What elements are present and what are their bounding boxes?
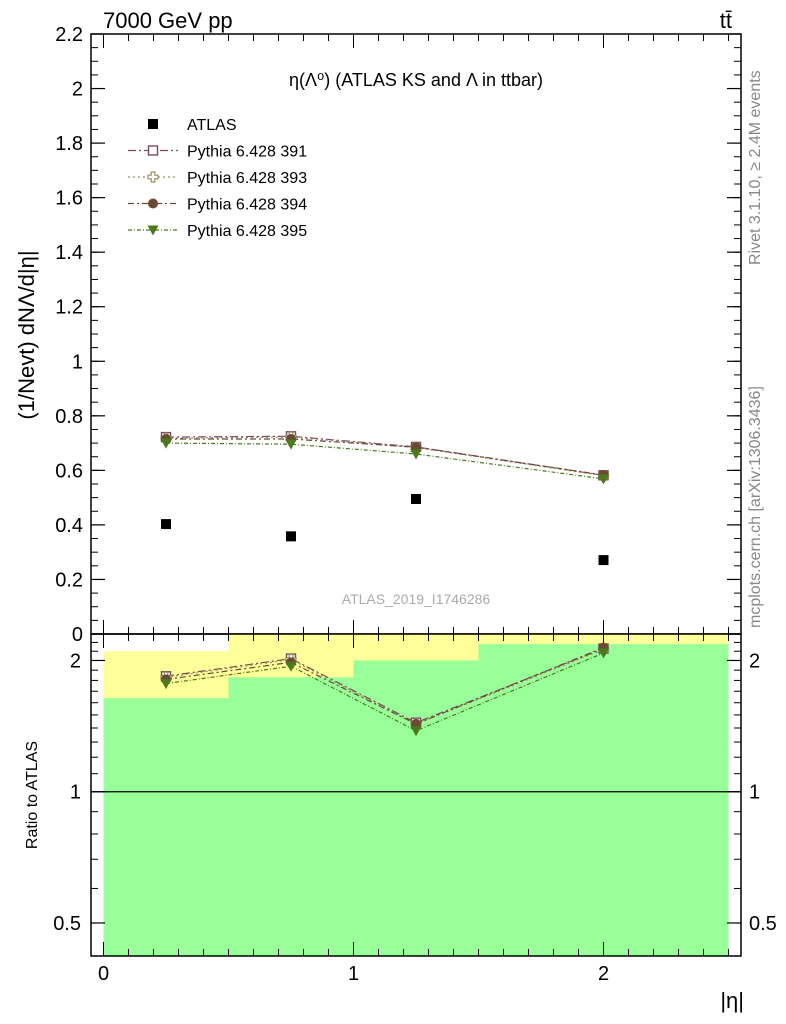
ratio-data-point [285, 661, 297, 672]
ratio-series-line [165, 648, 604, 725]
series-pythia-6-428-394 [161, 434, 609, 480]
main-y-tick-label: 2 [72, 79, 83, 101]
legend-label: Pythia 6.428 394 [187, 197, 307, 214]
green-band [353, 660, 479, 956]
main-y-tick-label: 0.6 [55, 460, 83, 482]
main-y-tick-label: 0.2 [55, 569, 83, 591]
ratio-series-pythia-6-428-395 [160, 648, 609, 737]
legend-marker [147, 145, 159, 156]
main-y-ticks: 0 0.2 0.4 0.6 0.8 1 1.2 1.4 1.6 1.8 2 2.2 [55, 24, 741, 646]
ratio-y-tick-label-right: 2 [749, 650, 760, 672]
data-point [598, 474, 609, 485]
series-pythia-6-428-391 [160, 431, 609, 481]
ratio-y-ticks: 0.5 0.5 1 1 2 2 [53, 641, 777, 935]
ratio-y-axis-label: Ratio to ATLAS [24, 741, 41, 849]
legend-marker [147, 225, 159, 236]
main-series [160, 431, 610, 566]
data-point [411, 494, 421, 504]
main-y-tick-label: 1 [72, 351, 83, 373]
main-y-axis-label: (1/Nevt) dNΛ/d|η| [14, 250, 39, 419]
data-point [410, 449, 422, 460]
legend-label: Pythia 6.428 395 [187, 223, 307, 240]
legend-marker [148, 119, 158, 129]
green-band [103, 698, 229, 956]
main-y-tick-label: 0.8 [55, 406, 83, 428]
rivet-label: Rivet 3.1.10, ≥ 2.4M events [747, 70, 764, 265]
x-tick-label: 0 [98, 963, 109, 985]
header-left-label: 7000 GeV pp [103, 8, 233, 33]
data-point [161, 519, 171, 530]
series-pythia-6-428-395 [160, 438, 609, 485]
legend: ATLAS Pythia 6.428 391 Pythia 6.428 393 Pyt… [128, 117, 307, 240]
legend-label: ATLAS [187, 117, 237, 134]
main-y-tick-label: 0 [72, 624, 83, 646]
ratio-series-line [165, 647, 604, 725]
ratio-uncertainty-bands [103, 634, 729, 956]
ratio-data-point [410, 726, 422, 737]
series-line [166, 438, 604, 476]
main-y-tick-label: 1.2 [55, 297, 83, 319]
ratio-x-ticks: 0 1 2 [98, 634, 729, 985]
main-x-ticks [103, 34, 729, 634]
legend-marker [148, 198, 158, 209]
ratio-y-tick-label-right: 1 [749, 782, 760, 804]
main-y-tick-label: 1.6 [55, 188, 83, 210]
ratio-data-point [160, 679, 172, 690]
data-point [286, 531, 296, 542]
series-line [165, 436, 604, 477]
green-band [228, 677, 354, 956]
ratio-y-tick-label-right: 0.5 [749, 913, 777, 935]
main-y-tick-label: 0.4 [55, 515, 83, 537]
series-line [165, 442, 604, 480]
main-y-tick-label: 1.4 [55, 242, 83, 264]
ratio-series [160, 642, 610, 737]
legend-marker [147, 171, 159, 183]
ratio-y-tick-label: 1 [70, 782, 81, 804]
data-point [285, 439, 297, 450]
analysis-watermark: ATLAS_2019_I1746286 [342, 591, 491, 607]
data-point [598, 555, 609, 566]
ratio-series-line [165, 647, 604, 724]
series-atlas [161, 494, 609, 566]
main-y-tick-label: 1.8 [55, 133, 83, 155]
mcplots-label: mcplots.cern.ch [arXiv:1306.3436] [747, 386, 764, 628]
legend-label: Pythia 6.428 391 [187, 144, 307, 161]
ratio-series-line [165, 652, 604, 732]
ratio-data-point [598, 648, 609, 659]
header-right-label: tt̄ [720, 8, 732, 33]
ratio-y-tick-label: 2 [70, 650, 81, 672]
main-y-tick-label: 2.2 [55, 24, 83, 46]
series-line [165, 435, 604, 476]
data-point [160, 438, 172, 449]
green-band [478, 644, 729, 956]
main-title: η(Λ⁰) (ATLAS KS and Λ in ttbar) [289, 70, 543, 90]
legend-label: Pythia 6.428 393 [187, 170, 307, 187]
ratio-plot: 0.5 0.5 1 1 2 2 0 1 2 Ratio to ATLAS |η| [24, 633, 777, 1013]
ratio-plot-frame [90, 633, 742, 957]
x-tick-label: 1 [348, 963, 359, 985]
main-plot: 0 0.2 0.4 0.6 0.8 1 1.2 1.4 1.6 1.8 2 2.2 η(Λ⁰) (AT… [14, 24, 742, 646]
series-pythia-6-428-393 [160, 431, 610, 482]
ratio-y-tick-label: 0.5 [53, 913, 81, 935]
x-tick-label: 2 [598, 963, 609, 985]
x-axis-label: |η| [720, 988, 744, 1013]
